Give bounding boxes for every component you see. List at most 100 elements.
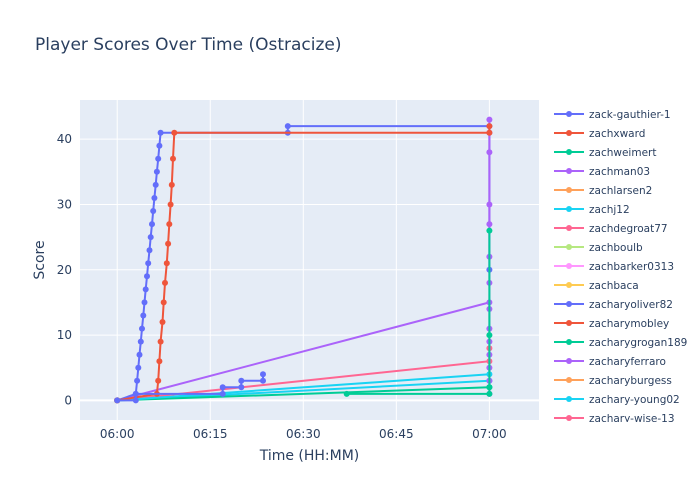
data-point <box>152 181 159 188</box>
legend-marker <box>566 263 572 269</box>
data-point <box>145 260 152 267</box>
legend-item[interactable]: zachbaca <box>554 280 639 292</box>
legend-item[interactable]: zachxward <box>554 128 645 140</box>
legend-marker <box>566 168 572 174</box>
y-tick-label: 40 <box>57 132 72 146</box>
legend-item[interactable]: zacharyoliver82 <box>554 299 673 311</box>
data-point <box>139 325 145 332</box>
legend-marker <box>566 187 572 193</box>
data-point <box>167 201 174 208</box>
x-tick-label: 06:00 <box>100 427 135 441</box>
data-point <box>486 332 493 339</box>
legend-label: zachxward <box>589 128 645 140</box>
data-point <box>149 221 155 228</box>
legend-label: zachary-young02 <box>589 394 680 406</box>
data-point <box>343 390 350 397</box>
data-point <box>166 221 173 228</box>
data-point <box>486 129 493 136</box>
x-tick-label: 07:00 <box>472 427 507 441</box>
legend-marker <box>566 301 572 307</box>
legend-marker <box>566 130 572 136</box>
legend-item[interactable]: zachweimert <box>554 147 656 159</box>
legend-item[interactable]: zachboulb <box>554 242 643 254</box>
data-point <box>486 384 493 391</box>
legend-item[interactable]: zachdegroat77 <box>554 223 668 235</box>
data-point <box>284 123 291 130</box>
data-point <box>157 129 164 136</box>
data-point <box>132 397 139 404</box>
legend-item[interactable]: zachary-young02 <box>554 394 680 406</box>
data-point <box>146 247 153 254</box>
legend-marker <box>566 149 572 155</box>
data-point <box>170 155 176 162</box>
series-line <box>116 301 490 402</box>
data-point <box>153 168 160 175</box>
legend-item[interactable]: zachj12 <box>554 204 630 216</box>
series-zack-gauthier-1 <box>114 371 266 404</box>
legend-label: zachj12 <box>589 204 630 216</box>
legend-marker <box>566 111 572 117</box>
data-point <box>168 181 175 188</box>
legend-marker <box>566 225 572 231</box>
legend-item[interactable]: zachman03 <box>554 166 650 178</box>
legend-label: zachdegroat77 <box>589 223 668 235</box>
data-point <box>155 155 162 162</box>
data-point <box>147 234 154 241</box>
data-point <box>156 358 163 365</box>
data-point <box>162 279 168 286</box>
data-point <box>137 338 144 345</box>
legend-item[interactable]: zacharyburgess <box>554 375 672 387</box>
y-tick-label: 20 <box>57 263 72 277</box>
data-point <box>132 390 139 397</box>
legend-label: zacharyoliver82 <box>589 299 673 311</box>
data-point <box>486 221 493 228</box>
legend-label: zachman03 <box>589 166 650 178</box>
data-point <box>134 377 141 384</box>
legend-label: zachlarsen2 <box>589 185 652 197</box>
legend-label: zacharyferraro <box>589 356 666 368</box>
legend-marker <box>566 339 572 345</box>
legend-item[interactable]: zacharymobley <box>554 318 669 330</box>
data-point <box>155 377 162 384</box>
series-zachxward <box>114 123 493 404</box>
series-line <box>117 373 490 402</box>
x-tick-label: 06:45 <box>379 427 414 441</box>
legend-label: zacharymobley <box>589 318 669 330</box>
data-point <box>157 338 164 345</box>
legend-item[interactable]: zack-gauthier-1 <box>554 109 671 121</box>
legend-label: zachbarker0313 <box>589 261 674 273</box>
data-point <box>171 129 178 136</box>
series-line <box>117 379 490 402</box>
series-layer <box>114 116 493 404</box>
legend-label: zack-gauthier-1 <box>589 109 671 121</box>
legend-label: zachboulb <box>589 242 643 254</box>
legend-marker <box>566 282 572 288</box>
x-tick-label: 06:30 <box>286 427 321 441</box>
data-point <box>486 149 493 156</box>
x-tick-label: 06:15 <box>193 427 228 441</box>
data-point <box>114 397 121 404</box>
legend-marker <box>566 206 572 212</box>
data-point <box>159 319 166 325</box>
legend-label: zachbaca <box>589 280 639 292</box>
data-point <box>486 116 493 123</box>
legend-label: zacharyburgess <box>589 375 672 387</box>
data-point <box>150 208 157 214</box>
y-tick-label: 30 <box>57 197 72 211</box>
data-point <box>140 312 147 319</box>
legend-label: zachary-wise-13 <box>589 413 675 425</box>
legend-item[interactable]: zachlarsen2 <box>554 185 652 197</box>
data-point <box>486 227 493 234</box>
legend-item[interactable]: zacharyferraro <box>554 356 666 368</box>
data-point <box>135 364 142 371</box>
data-point <box>156 142 163 149</box>
legend-marker <box>566 396 572 402</box>
y-tick-label: 10 <box>57 328 72 342</box>
legend-item[interactable]: zachbarker0313 <box>554 261 674 273</box>
legend-item[interactable]: zacharygrogan189 <box>554 337 687 349</box>
legend-item[interactable]: zachary-wise-13 <box>554 413 675 425</box>
legend[interactable]: zack-gauthier-1 zachxward zachweimert zachm… <box>554 109 687 425</box>
data-point <box>219 384 226 391</box>
data-point <box>163 260 170 267</box>
